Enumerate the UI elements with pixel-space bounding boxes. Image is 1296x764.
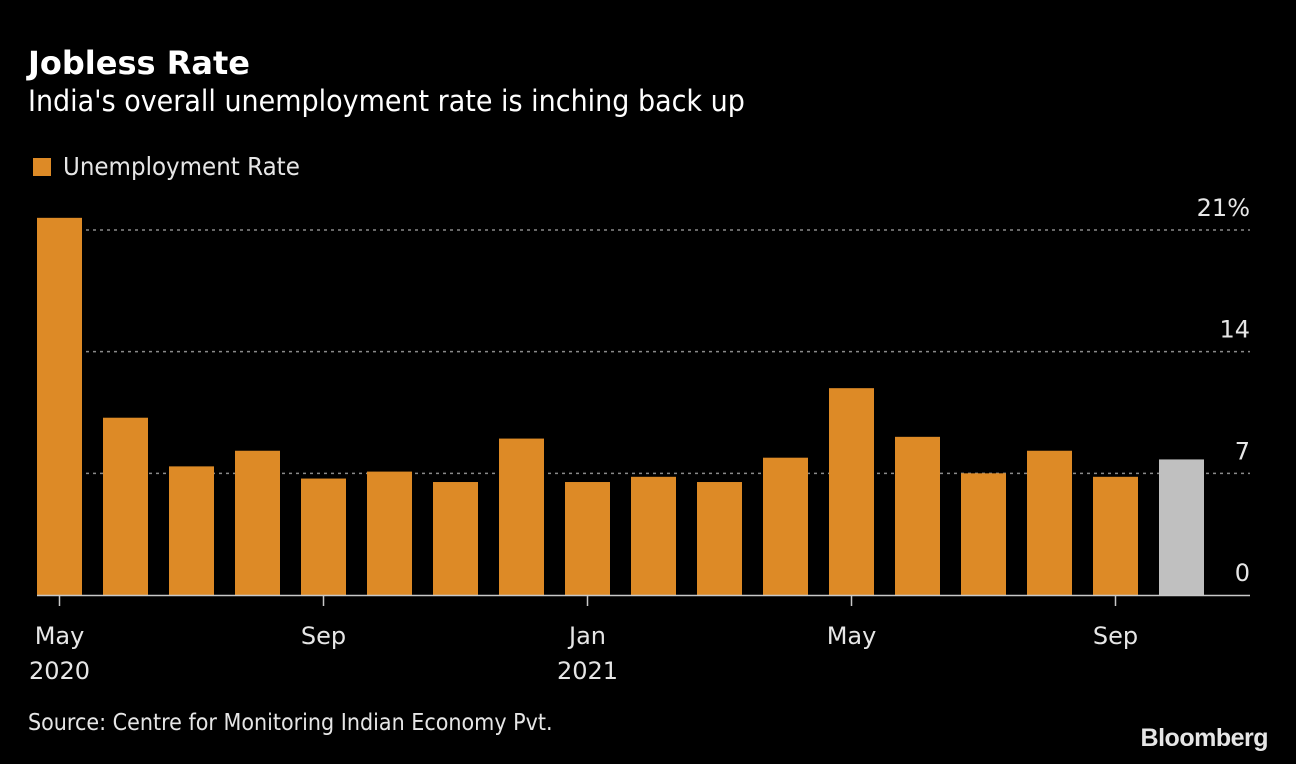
bar xyxy=(697,482,742,595)
x-tick-sublabel: 2021 xyxy=(557,657,618,685)
source-note: Source: Centre for Monitoring Indian Eco… xyxy=(28,710,553,736)
chart-title: Jobless Rate xyxy=(28,44,250,82)
x-tick-label: May xyxy=(35,622,85,650)
chart-subtitle: India's overall unemployment rate is inc… xyxy=(28,84,745,118)
x-tick-sublabel: 2020 xyxy=(29,657,90,685)
legend-swatch xyxy=(33,157,51,176)
bar xyxy=(763,457,808,595)
x-tick-label: Jan xyxy=(567,622,606,650)
bar xyxy=(301,478,346,595)
y-tick-label: 0 xyxy=(1235,559,1250,587)
bar xyxy=(961,473,1006,595)
bar xyxy=(895,436,940,595)
bar xyxy=(367,471,412,595)
x-tick-label: Sep xyxy=(1093,622,1138,650)
y-tick-label: 7 xyxy=(1235,437,1250,465)
bar xyxy=(169,466,214,595)
bloomberg-logo: Bloomberg xyxy=(1140,724,1269,752)
y-tick-label: 14 xyxy=(1219,316,1250,344)
x-tick-label: May xyxy=(827,622,877,650)
bar xyxy=(103,417,148,595)
bar xyxy=(1159,459,1204,595)
bar xyxy=(829,388,874,595)
bar xyxy=(37,217,82,596)
bar xyxy=(1027,450,1072,595)
bar xyxy=(631,476,676,595)
legend: Unemployment Rate xyxy=(33,152,320,181)
bar xyxy=(433,482,478,595)
bar xyxy=(1093,476,1138,595)
legend-label: Unemployment Rate xyxy=(63,152,300,181)
bar xyxy=(499,438,544,595)
bar xyxy=(235,450,280,595)
bar xyxy=(565,482,610,595)
x-tick-label: Sep xyxy=(301,622,346,650)
y-tick-label: 21% xyxy=(1197,194,1250,222)
